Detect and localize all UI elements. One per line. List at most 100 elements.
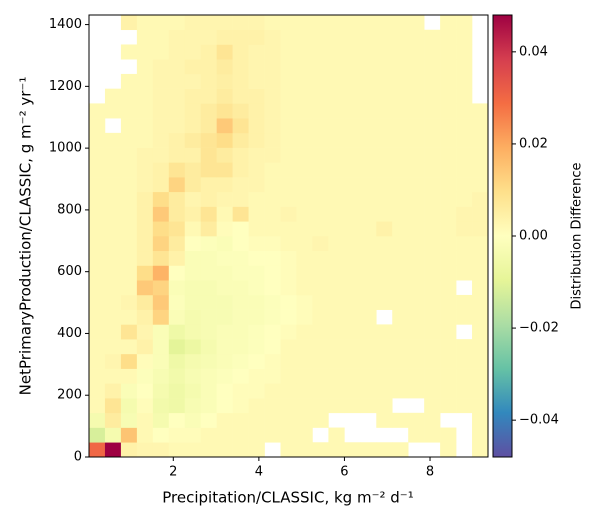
- heatmap-cell: [392, 221, 409, 237]
- heatmap-cell: [120, 44, 138, 60]
- heatmap-cell: [264, 250, 281, 266]
- heatmap-cell: [232, 250, 249, 266]
- heatmap-cell: [312, 15, 329, 31]
- heatmap-cell: [312, 73, 329, 89]
- heatmap-cell: [89, 309, 106, 325]
- heatmap-cell: [360, 162, 377, 178]
- heatmap-cell: [440, 118, 457, 134]
- heatmap-cell: [264, 412, 281, 428]
- heatmap-cell: [312, 206, 329, 222]
- heatmap-cell: [312, 383, 329, 399]
- heatmap-cell: [184, 294, 202, 310]
- heatmap-cell: [408, 309, 425, 325]
- heatmap-cell: [184, 59, 202, 75]
- heatmap-cell: [424, 250, 441, 266]
- heatmap-cell: [104, 383, 122, 399]
- heatmap-cell: [104, 368, 122, 384]
- heatmap-cell: [456, 132, 473, 148]
- heatmap-cell: [280, 412, 297, 428]
- heatmap-cell: [424, 29, 441, 45]
- y-tick-label: 1400: [49, 17, 82, 32]
- heatmap-cell: [440, 294, 457, 310]
- heatmap-cell: [312, 29, 329, 45]
- heatmap-cell: [232, 368, 249, 384]
- heatmap-cell: [216, 44, 233, 60]
- heatmap-cell: [472, 280, 489, 296]
- heatmap-cell: [136, 398, 154, 414]
- heatmap-cell: [152, 88, 170, 104]
- heatmap-cell: [456, 162, 473, 178]
- heatmap-cell: [264, 339, 281, 355]
- heatmap-cell: [89, 442, 106, 458]
- heatmap-cell: [232, 29, 249, 45]
- heatmap-cell: [456, 398, 473, 414]
- heatmap-cell: [376, 442, 393, 458]
- heatmap-cell: [152, 206, 170, 222]
- heatmap-cell: [360, 73, 377, 89]
- heatmap-cell: [456, 353, 473, 369]
- heatmap-cell: [200, 250, 217, 266]
- heatmap-cell: [280, 103, 297, 119]
- heatmap-cell: [344, 177, 361, 193]
- heatmap-cell: [344, 383, 361, 399]
- heatmap-cell: [200, 294, 217, 310]
- heatmap-cell: [440, 206, 457, 222]
- heatmap-cell: [248, 353, 265, 369]
- heatmap-cell: [120, 309, 138, 325]
- colorbar-tick-label: −0.02: [519, 321, 559, 336]
- heatmap-cell: [440, 147, 457, 163]
- heatmap-cell: [200, 339, 217, 355]
- heatmap-cell: [424, 324, 441, 340]
- heatmap-cell: [456, 309, 473, 325]
- heatmap-cell: [360, 103, 377, 119]
- heatmap-cell: [104, 250, 122, 266]
- heatmap-cell: [184, 118, 202, 134]
- heatmap-cell: [376, 324, 393, 340]
- heatmap-cell: [200, 353, 217, 369]
- heatmap-cell: [344, 15, 361, 31]
- heatmap-cell: [168, 265, 186, 281]
- heatmap-cell: [200, 147, 217, 163]
- heatmap-cell: [440, 59, 457, 75]
- heatmap-cell: [472, 162, 489, 178]
- heatmap-cell: [216, 368, 233, 384]
- heatmap-cell: [184, 103, 202, 119]
- heatmap-cell: [200, 162, 217, 178]
- heatmap-cell: [89, 162, 106, 178]
- heatmap-cell: [328, 177, 345, 193]
- heatmap-cell: [280, 15, 297, 31]
- heatmap-cell: [136, 162, 154, 178]
- heatmap-cell: [360, 59, 377, 75]
- heatmap-cell: [248, 280, 265, 296]
- heatmap-cell: [456, 29, 473, 45]
- heatmap-cell: [184, 206, 202, 222]
- heatmap-cell: [328, 206, 345, 222]
- heatmap-cell: [216, 103, 233, 119]
- heatmap-cell: [472, 324, 489, 340]
- heatmap-cell: [424, 177, 441, 193]
- heatmap-cell: [472, 147, 489, 163]
- heatmap-cell: [312, 103, 329, 119]
- heatmap-cell: [376, 73, 393, 89]
- heatmap-cell: [184, 250, 202, 266]
- heatmap-cell: [312, 118, 329, 134]
- heatmap-cell: [104, 339, 122, 355]
- heatmap-cell: [344, 88, 361, 104]
- heatmap-cell: [296, 236, 313, 252]
- heatmap-cell: [472, 383, 489, 399]
- heatmap-cell: [216, 294, 233, 310]
- heatmap-cell: [152, 132, 170, 148]
- heatmap-cell: [456, 88, 473, 104]
- heatmap-cell: [248, 73, 265, 89]
- heatmap-cell: [168, 103, 186, 119]
- heatmap-cell: [136, 147, 154, 163]
- heatmap-cell: [104, 294, 122, 310]
- heatmap-cell: [89, 294, 106, 310]
- heatmap-cell: [248, 88, 265, 104]
- heatmap-cell: [392, 339, 409, 355]
- heatmap-cell: [424, 191, 441, 207]
- heatmap-cell: [232, 280, 249, 296]
- heatmap-cell: [392, 103, 409, 119]
- heatmap-cell: [216, 427, 233, 443]
- heatmap-cell: [296, 324, 313, 340]
